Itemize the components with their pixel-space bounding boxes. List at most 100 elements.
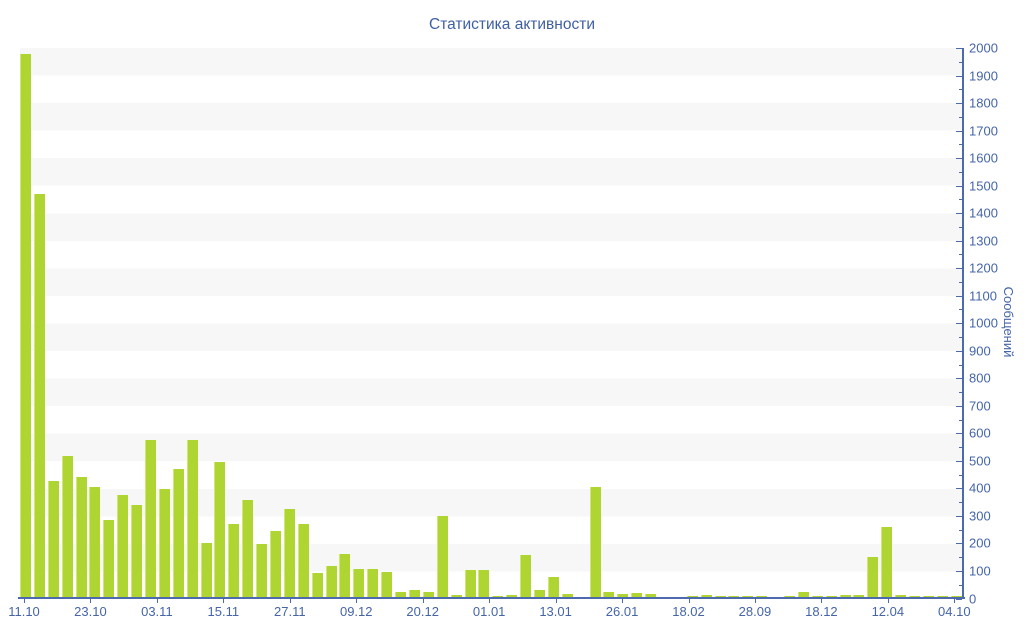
bar[interactable] <box>520 554 532 598</box>
y-tick <box>956 103 962 105</box>
bar[interactable] <box>881 526 893 598</box>
bar[interactable] <box>311 573 323 598</box>
bar[interactable] <box>395 591 407 598</box>
y-minor-tick <box>959 502 962 504</box>
bar[interactable] <box>353 568 365 598</box>
bar[interactable] <box>297 523 309 598</box>
bar[interactable] <box>839 595 851 598</box>
bar[interactable] <box>339 554 351 598</box>
bar[interactable] <box>103 519 115 598</box>
bar[interactable] <box>450 594 462 598</box>
y-tick <box>956 213 962 215</box>
y-tick <box>956 433 962 435</box>
y-minor-tick <box>959 199 962 201</box>
bar[interactable] <box>131 504 143 598</box>
bar[interactable] <box>61 456 73 598</box>
bar[interactable] <box>256 544 268 598</box>
bar[interactable] <box>853 595 865 598</box>
y-minor-tick <box>959 116 962 118</box>
bar[interactable] <box>686 595 698 598</box>
bar[interactable] <box>478 570 490 598</box>
bar[interactable] <box>242 500 254 598</box>
bar[interactable] <box>811 595 823 598</box>
bar[interactable] <box>33 193 45 598</box>
bar[interactable] <box>922 595 934 598</box>
bar[interactable] <box>645 594 657 598</box>
y-tick <box>956 295 962 297</box>
x-tick-label: 01.01 <box>472 604 506 619</box>
bar[interactable] <box>422 591 434 598</box>
bar[interactable] <box>936 595 948 598</box>
x-tick <box>754 599 756 603</box>
bar[interactable] <box>617 593 629 598</box>
bar[interactable] <box>186 439 198 598</box>
y-tick-label: 1700 <box>969 123 998 139</box>
bar[interactable] <box>506 594 518 598</box>
bar[interactable] <box>950 595 962 598</box>
x-tick-label: 12.04 <box>871 604 905 619</box>
bar[interactable] <box>783 595 795 598</box>
bar[interactable] <box>325 565 337 598</box>
x-axis-line <box>18 597 965 599</box>
bar[interactable] <box>214 461 226 598</box>
bar[interactable] <box>408 590 420 598</box>
x-tick <box>356 599 358 603</box>
y-minor-tick <box>959 89 962 91</box>
y-minor-tick <box>959 447 962 449</box>
x-tick <box>688 599 690 603</box>
bar[interactable] <box>367 569 379 598</box>
x-tick <box>90 599 92 603</box>
bar[interactable] <box>547 577 559 598</box>
chart-plot-area <box>20 48 963 599</box>
bar[interactable] <box>561 593 573 598</box>
bar[interactable] <box>867 556 879 598</box>
bar[interactable] <box>381 572 393 598</box>
y-tick-label: 100 <box>969 563 991 579</box>
bar[interactable] <box>89 486 101 598</box>
bar[interactable] <box>172 468 184 598</box>
bar[interactable] <box>200 543 212 598</box>
bar[interactable] <box>909 595 920 598</box>
x-tick-label: 23.10 <box>74 604 107 619</box>
bar[interactable] <box>20 53 31 598</box>
bar[interactable] <box>158 489 170 598</box>
x-tick <box>622 599 624 603</box>
bar[interactable] <box>797 591 809 598</box>
bar[interactable] <box>742 595 754 598</box>
x-tick-label: 18.12 <box>805 604 838 619</box>
bar[interactable] <box>895 595 907 598</box>
x-tick-label: 11.10 <box>8 604 40 619</box>
y-minor-tick <box>959 281 962 283</box>
y-tick-label: 400 <box>969 480 991 496</box>
x-tick <box>489 599 491 603</box>
y-minor-tick <box>959 309 962 311</box>
bar[interactable] <box>436 515 448 598</box>
bar[interactable] <box>228 523 240 598</box>
y-minor-tick <box>959 144 962 146</box>
y-tick-label: 500 <box>969 453 991 469</box>
bar[interactable] <box>631 593 643 598</box>
x-tick-label: 03.11 <box>141 604 173 619</box>
bar[interactable] <box>117 494 129 598</box>
bar[interactable] <box>47 481 59 598</box>
bar[interactable] <box>270 530 282 598</box>
y-tick-label: 1500 <box>969 178 998 194</box>
y-tick <box>956 268 962 270</box>
y-tick <box>956 323 962 325</box>
y-minor-tick <box>959 364 962 366</box>
bar[interactable] <box>283 508 295 598</box>
bar[interactable] <box>700 594 712 598</box>
bar[interactable] <box>533 590 545 598</box>
y-tick <box>956 543 962 545</box>
y-tick-label: 1300 <box>969 233 998 249</box>
bar[interactable] <box>145 439 157 598</box>
bar[interactable] <box>589 486 601 598</box>
bars-container <box>20 48 962 598</box>
bar[interactable] <box>464 570 476 598</box>
bar[interactable] <box>75 477 87 598</box>
x-tick <box>156 599 158 603</box>
x-tick <box>422 599 424 603</box>
x-tick <box>223 599 225 603</box>
x-tick <box>555 599 557 603</box>
bar[interactable] <box>603 591 615 598</box>
